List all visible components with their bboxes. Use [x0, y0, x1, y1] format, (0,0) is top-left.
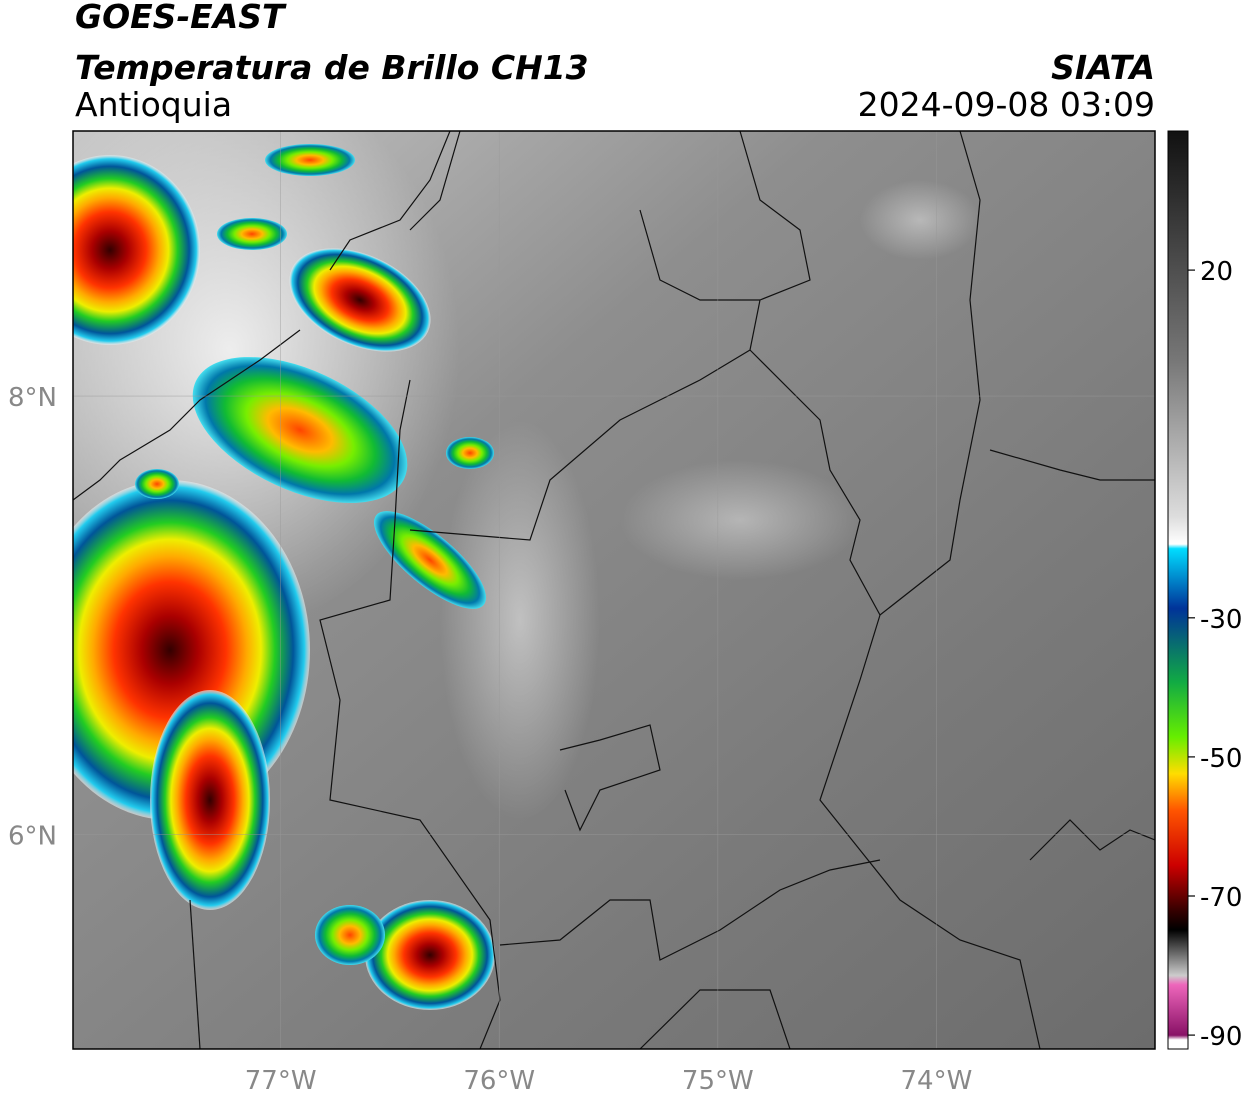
timestamp: 2024-09-08 03:09: [858, 85, 1155, 124]
region: Antioquia: [75, 85, 232, 124]
y-tick-label: 6°N: [8, 821, 57, 851]
x-tick-label: 77°W: [245, 1066, 317, 1096]
colorbar-tick-label: 20: [1200, 257, 1233, 287]
map-frame: [72, 130, 1156, 1050]
x-tick-label: 75°W: [682, 1066, 754, 1096]
colorbar-tick-label: -70: [1200, 883, 1242, 913]
source: SIATA: [1051, 48, 1155, 87]
x-tick-label: 76°W: [463, 1066, 535, 1096]
x-tick-label: 74°W: [901, 1066, 973, 1096]
title: GOES-EAST: [75, 0, 287, 36]
subtitle: Temperatura de Brillo CH13: [75, 48, 589, 87]
colorbar-tick-label: -50: [1200, 744, 1242, 774]
y-tick-label: 8°N: [8, 383, 57, 413]
colorbar-tick-label: -30: [1200, 605, 1242, 635]
colorbar-tick-label: -90: [1200, 1022, 1242, 1052]
colorbar: [1167, 130, 1189, 1050]
satellite-map: [73, 131, 1155, 1049]
